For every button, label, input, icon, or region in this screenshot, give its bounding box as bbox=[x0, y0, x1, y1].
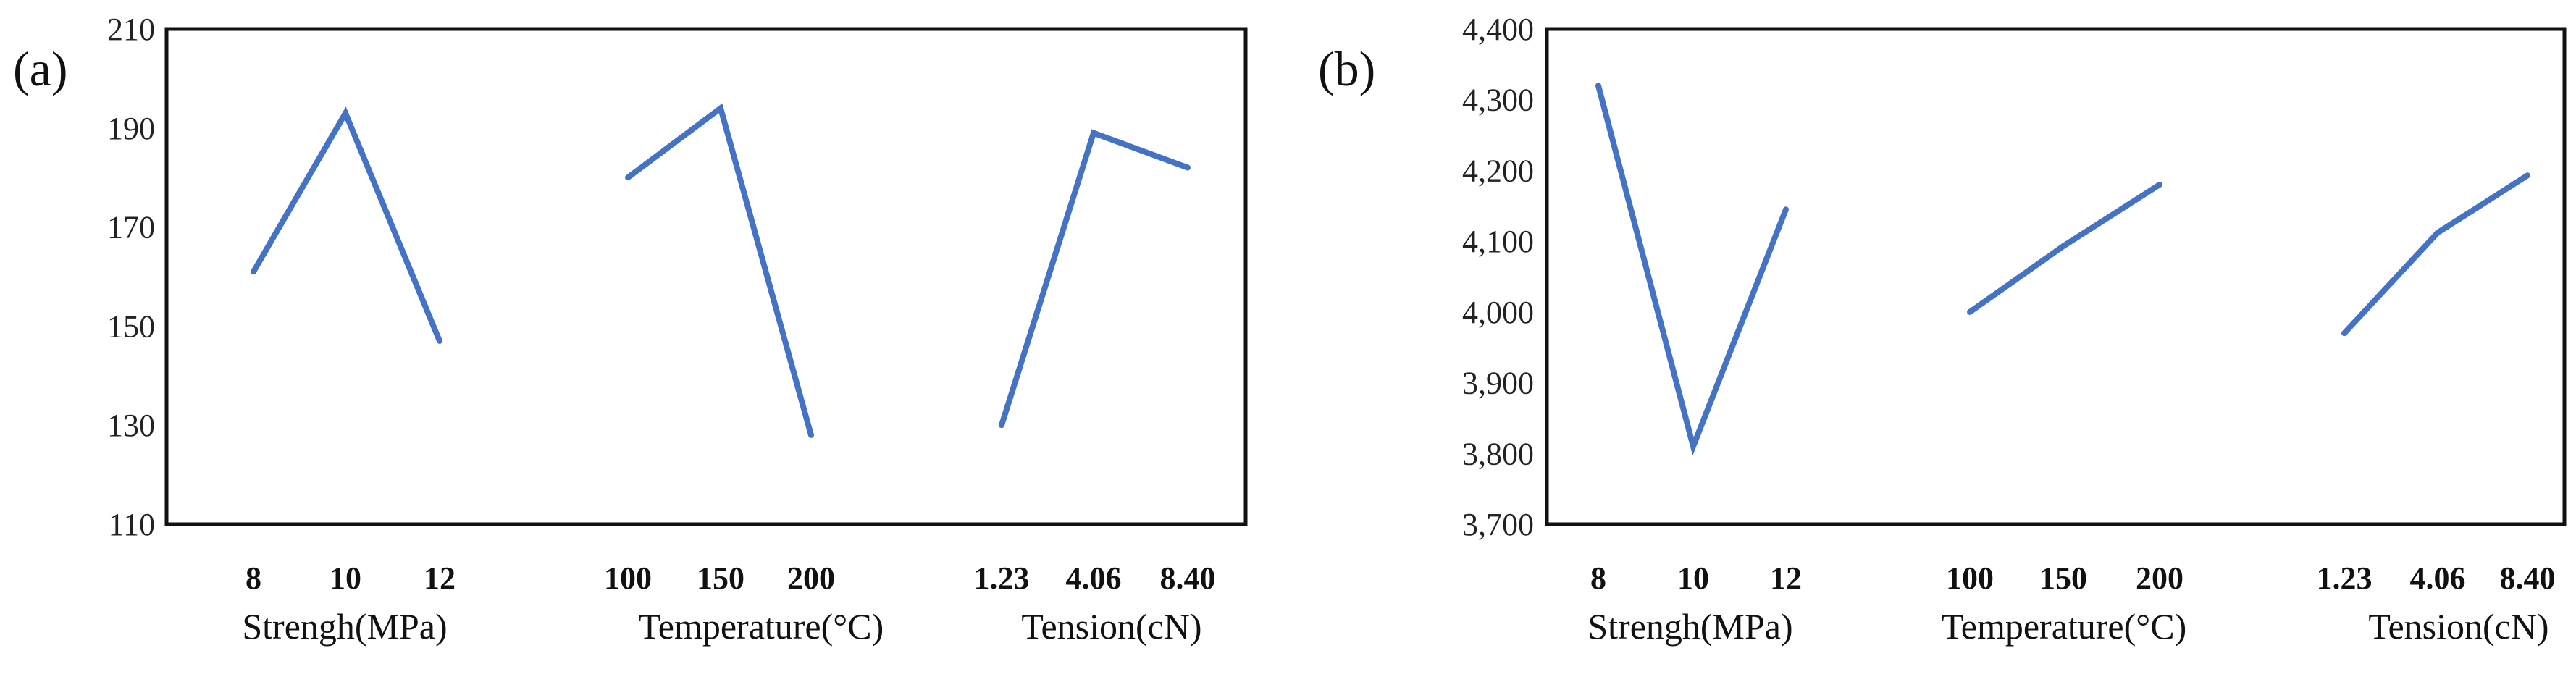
y-tick-label: 170 bbox=[107, 210, 155, 245]
group-axis-label: Strengh(MPa) bbox=[1587, 606, 1792, 647]
panel-b: (b) 3,700 3,800 3,900 4,000 4,100 4,200 4,300 4,… bbox=[1318, 12, 2567, 647]
data-point bbox=[2060, 243, 2066, 249]
x-tick-label: 1.23 bbox=[2317, 560, 2372, 596]
x-tick-label: 200 bbox=[2136, 560, 2183, 596]
y-tick-label: 4,300 bbox=[1462, 83, 1534, 118]
x-tick-label: 4.06 bbox=[2410, 560, 2466, 596]
series-line bbox=[626, 103, 814, 436]
y-tick-label: 3,800 bbox=[1462, 436, 1534, 471]
x-tick-label: 1.23 bbox=[974, 560, 1030, 596]
group-axis-label: Tension(cN) bbox=[1021, 606, 1201, 647]
x-tick-label: 150 bbox=[2039, 560, 2087, 596]
data-point bbox=[718, 105, 723, 112]
x-tick-label: 8.40 bbox=[1160, 560, 1216, 596]
y-tick-label: 3,900 bbox=[1462, 366, 1534, 401]
y-tick-label: 4,200 bbox=[1462, 153, 1534, 188]
series-line bbox=[1595, 85, 1789, 456]
x-tick-label: 100 bbox=[604, 560, 652, 596]
x-tick-label: 10 bbox=[330, 560, 361, 596]
data-point bbox=[1185, 164, 1191, 171]
data-point bbox=[251, 269, 256, 275]
y-tick-label: 4,400 bbox=[1462, 12, 1534, 47]
x-tick-label: 150 bbox=[697, 560, 744, 596]
x-tick-label: 8 bbox=[246, 560, 261, 596]
data-point bbox=[1595, 83, 1601, 89]
data-point bbox=[808, 432, 814, 438]
panel-label: (a) bbox=[13, 41, 67, 96]
series-line bbox=[999, 129, 1189, 426]
group-axis-label: Temperature(°C) bbox=[639, 606, 884, 647]
x-tick-label: 8.40 bbox=[2500, 560, 2556, 596]
y-tick-label: 190 bbox=[107, 111, 155, 146]
x-tick-label: 8 bbox=[1590, 560, 1606, 596]
group-axis-label: Strengh(MPa) bbox=[242, 606, 447, 647]
y-tick-label: 210 bbox=[107, 12, 155, 47]
data-point bbox=[343, 110, 348, 117]
panel-a: (a) 110 130 150 170 190 210 8 10 12 Strengh(MPa) 10… bbox=[13, 12, 1248, 647]
data-point bbox=[437, 337, 442, 344]
data-point bbox=[625, 174, 631, 181]
data-point bbox=[2435, 230, 2441, 236]
x-tick-label: 12 bbox=[424, 560, 456, 596]
plot-frame bbox=[1545, 27, 2567, 526]
y-tick-label: 4,100 bbox=[1462, 224, 1534, 259]
x-tick-label: 200 bbox=[787, 560, 835, 596]
data-point bbox=[1783, 206, 1789, 213]
y-tick-label: 110 bbox=[109, 507, 155, 542]
x-tick-label: 10 bbox=[1677, 560, 1709, 596]
y-tick-label: 150 bbox=[107, 308, 155, 344]
group-axis-label: Temperature(°C) bbox=[1942, 606, 2187, 647]
y-tick-label: 3,700 bbox=[1462, 507, 1534, 542]
panel-label: (b) bbox=[1318, 41, 1375, 96]
x-tick-label: 12 bbox=[1770, 560, 1802, 596]
data-point bbox=[2525, 172, 2530, 179]
series-line bbox=[2342, 172, 2530, 335]
data-point bbox=[1091, 130, 1096, 136]
y-tick-label: 4,000 bbox=[1462, 295, 1534, 330]
plot-frame bbox=[164, 27, 1248, 526]
data-point bbox=[2157, 182, 2162, 188]
y-tick-label: 130 bbox=[107, 408, 155, 443]
data-point bbox=[1690, 443, 1696, 450]
data-point bbox=[1967, 308, 1973, 315]
x-tick-label: 100 bbox=[1946, 560, 1994, 596]
group-axis-label: Tension(cN) bbox=[2368, 606, 2548, 647]
data-point bbox=[2341, 330, 2347, 337]
series-line bbox=[251, 106, 442, 342]
x-tick-label: 4.06 bbox=[1066, 560, 1122, 596]
data-point bbox=[999, 422, 1004, 429]
